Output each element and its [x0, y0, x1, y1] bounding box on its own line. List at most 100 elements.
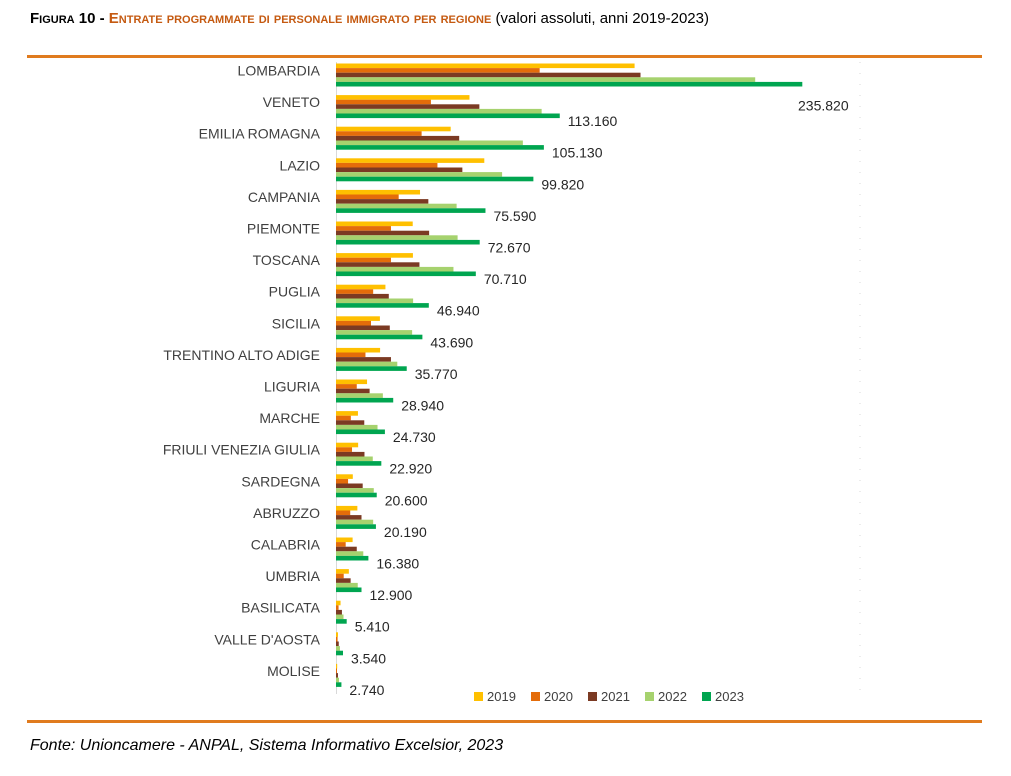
bar-2021 [336, 325, 390, 331]
bar-2022 [336, 235, 458, 240]
bar-2023 [336, 492, 377, 498]
bar-2019 [336, 253, 413, 258]
bar-2021 [336, 641, 339, 647]
bar-2020 [336, 99, 431, 105]
bar-2022 [336, 519, 374, 525]
bar-2020 [336, 226, 391, 231]
bar-2023 [336, 429, 385, 435]
bar-2021 [336, 420, 365, 425]
bar-2021 [336, 388, 370, 394]
category-label: PUGLIA [269, 284, 321, 300]
legend-swatch-2021 [588, 692, 597, 701]
data-label: 12.900 [370, 587, 413, 603]
bar-2020 [336, 668, 337, 674]
bar-2022 [336, 456, 373, 462]
bar-2019 [336, 284, 386, 290]
data-label: 99.820 [541, 176, 584, 192]
data-label: 16.380 [376, 556, 419, 572]
bar-2023 [336, 113, 560, 119]
category-label: MARCHE [259, 410, 320, 426]
category-label: SICILIA [272, 315, 321, 331]
figure-subtitle: (valori assoluti, anni 2019-2023) [491, 10, 709, 27]
bar-2022 [336, 77, 756, 82]
bar-2022 [336, 393, 383, 398]
category-label: LIGURIA [264, 379, 321, 395]
bar-2019 [336, 95, 470, 100]
bar-2019 [336, 411, 358, 416]
bar-2020 [336, 194, 399, 200]
bar-2022 [336, 330, 413, 335]
bar-2022 [336, 361, 398, 367]
bar-2020 [336, 510, 351, 516]
data-label: 22.920 [389, 461, 432, 477]
data-label: 46.940 [437, 303, 480, 319]
bar-2023 [336, 682, 342, 687]
category-label: SARDEGNA [241, 473, 320, 489]
data-label: 43.690 [430, 334, 473, 350]
bar-2022 [336, 646, 340, 651]
category-label: PIEMONTE [247, 221, 320, 237]
bar-2022 [336, 677, 339, 683]
bar-2023 [336, 555, 369, 561]
bar-2022 [336, 140, 523, 146]
bar-2023 [336, 587, 362, 593]
bar-2023 [336, 271, 476, 277]
figure-number: Figura 10 - [30, 10, 109, 27]
bar-2020 [336, 131, 422, 136]
bar-2021 [336, 609, 342, 615]
legend-label-2020: 2020 [544, 689, 573, 704]
category-label: TOSCANA [253, 252, 321, 268]
bar-2022 [336, 108, 542, 114]
legend-swatch-2019 [474, 692, 483, 701]
bar-2021 [336, 673, 338, 678]
data-label: 105.130 [552, 145, 603, 161]
bar-2019 [336, 379, 368, 385]
bar-2023 [336, 619, 347, 624]
category-label: VALLE D'AOSTA [214, 631, 320, 647]
bar-2023 [336, 524, 376, 529]
bar-2021 [336, 135, 460, 141]
category-label: LOMBARDIA [238, 63, 321, 79]
bar-2020 [336, 605, 339, 610]
bar-2022 [336, 172, 503, 177]
bar-2023 [336, 208, 486, 213]
bar-2021 [336, 578, 351, 583]
bar-2022 [336, 203, 457, 209]
bar-2022 [336, 424, 378, 430]
category-label: FRIULI VENEZIA GIULIA [163, 442, 321, 458]
bar-2021 [336, 167, 463, 173]
bar-2023 [336, 334, 423, 340]
legend-swatch-2023 [702, 692, 711, 701]
category-label: CAMPANIA [248, 189, 321, 205]
data-label: 5.410 [355, 619, 390, 635]
bar-2022 [336, 551, 364, 556]
bar-2023 [336, 303, 429, 308]
bar-2021 [336, 104, 480, 109]
data-label: 2.740 [349, 682, 384, 698]
bar-2019 [336, 663, 338, 669]
bar-2021 [336, 546, 357, 552]
bar-2021 [336, 72, 641, 78]
bar-2020 [336, 162, 438, 168]
legend-label-2022: 2022 [658, 689, 687, 704]
bar-2021 [336, 262, 420, 267]
bar-2023 [336, 461, 382, 466]
bar-2021 [336, 357, 391, 362]
bar-2020 [336, 352, 366, 358]
legend-label-2021: 2021 [601, 689, 630, 704]
bar-2023 [336, 650, 343, 656]
category-label: UMBRIA [266, 568, 321, 584]
bar-2023 [336, 81, 803, 87]
source-note: Fonte: Unioncamere - ANPAL, Sistema Info… [30, 737, 504, 754]
bar-2020 [336, 636, 338, 642]
bar-2023 [336, 397, 394, 403]
bar-2023 [336, 176, 534, 182]
bar-2021 [336, 515, 362, 520]
data-label: 20.190 [384, 524, 427, 540]
bar-2019 [336, 63, 635, 69]
data-label: 75.590 [493, 208, 536, 224]
bar-2020 [336, 257, 391, 263]
data-label: 113.160 [568, 113, 618, 129]
category-label: VENETO [263, 94, 320, 110]
